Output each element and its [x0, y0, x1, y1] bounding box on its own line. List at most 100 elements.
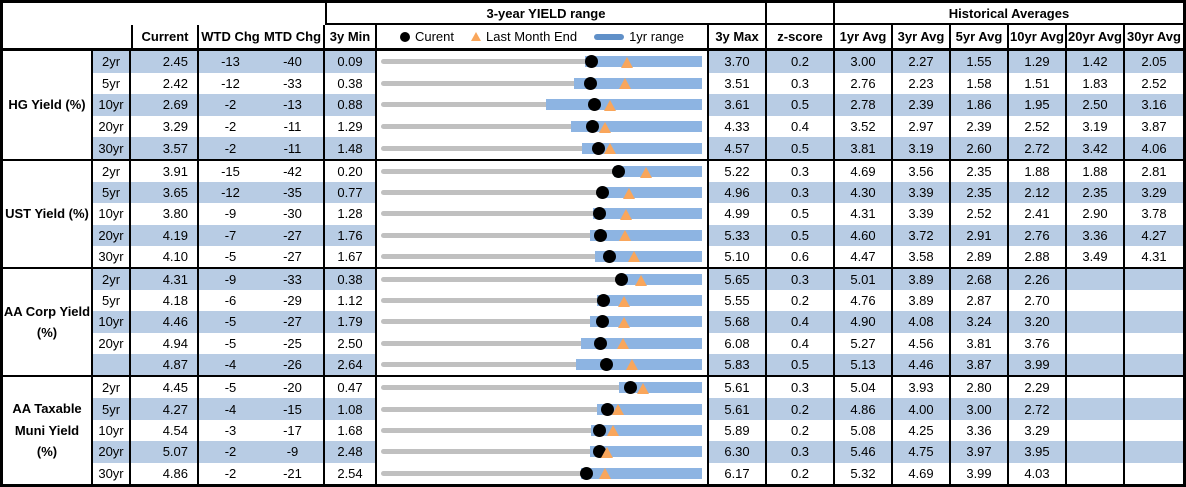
- range-track: [381, 385, 702, 391]
- cell-avg-30yr: 3.87: [1141, 119, 1167, 135]
- cell-3y-max: 4.96: [709, 182, 767, 204]
- one-year-range-bar: [582, 142, 702, 154]
- historical-averages-title: Historical Averages: [835, 3, 1183, 25]
- cell-avg-3yr: 3.72: [893, 224, 951, 246]
- cell-mtd-chg: -11: [262, 115, 325, 138]
- cell-avg-10yr: 2.76: [1009, 224, 1067, 246]
- row-tenor-label: 5yr: [93, 182, 131, 204]
- cell-mtd-chg: -27: [262, 245, 325, 267]
- cell-3y-max: 5.65: [709, 269, 767, 291]
- one-year-range-bar: [580, 337, 702, 349]
- cell-3y-max: 5.83: [709, 353, 767, 375]
- cell-avg-3yr: 4.00: [893, 398, 951, 420]
- range-track: [381, 102, 702, 108]
- range-chart-cell: [377, 203, 709, 225]
- current-dot-marker: [595, 315, 609, 329]
- last-month-triangle-marker: [618, 316, 631, 328]
- chart-legend: Curent Last Month End 1yr range: [377, 25, 709, 48]
- cell-3y-min: 1.76: [325, 224, 377, 246]
- cell-3y-max: 5.55: [709, 290, 767, 312]
- one-year-range-bar: [580, 467, 702, 479]
- cell-avg-1yr: 4.60: [835, 224, 893, 246]
- cell-avg-20yr: [1067, 377, 1125, 399]
- cell-current: 4.27: [131, 398, 199, 420]
- cell-avg-3yr: 3.89: [893, 269, 951, 291]
- cell-avg-20yr: 2.50: [1067, 94, 1125, 116]
- current-dot-marker: [592, 141, 606, 155]
- row-tenor-label: 10yr: [93, 419, 131, 442]
- cell-avg-20yr: 3.19: [1067, 115, 1125, 138]
- cell-mtd-chg: -21: [262, 462, 325, 484]
- cell-avg-3yr: 4.69: [893, 462, 951, 484]
- cell-avg-20yr: 3.42: [1067, 137, 1125, 159]
- cell-avg-10yr: 3.99: [1009, 353, 1067, 375]
- cell-wtd-chg: -5: [224, 380, 237, 396]
- range-chart-cell: [377, 94, 709, 116]
- cell-wtd-chg: -5: [224, 248, 237, 264]
- cell-avg-1yr: 2.76: [835, 72, 893, 95]
- cell-3y-max: 5.10: [709, 245, 767, 267]
- cell-z-score: 0.4: [767, 115, 835, 138]
- cell-avg-30yr: [1125, 333, 1183, 354]
- cell-3y-min: 1.48: [325, 137, 377, 159]
- cell-mtd-chg: -27: [262, 311, 325, 333]
- current-dot-marker: [587, 98, 601, 112]
- one-year-range-bar: [614, 166, 702, 178]
- last-month-triangle-marker: [599, 468, 612, 480]
- cell-avg-1yr: 5.01: [835, 269, 893, 291]
- cell-z-score: 0.3: [767, 269, 835, 291]
- range-chart-cell: [377, 398, 709, 420]
- range-track: [381, 169, 702, 175]
- current-dot-marker: [596, 294, 610, 308]
- cell-avg-30yr: [1125, 290, 1183, 311]
- cell-3y-min: 1.12: [325, 290, 377, 312]
- cell-3y-max: 5.22: [709, 161, 767, 183]
- range-track: [381, 298, 702, 304]
- cell-z-score: 0.5: [767, 203, 835, 225]
- cell-avg-20yr: 3.49: [1067, 245, 1125, 267]
- range-chart-cell: [377, 311, 709, 333]
- one-year-range-bar: [595, 250, 702, 262]
- cell-wtd-chg: -12: [221, 75, 240, 91]
- current-dot-marker: [614, 273, 628, 287]
- cell-3y-min: 0.38: [325, 72, 377, 95]
- legend-range-label: 1yr range: [629, 29, 684, 44]
- current-dot-icon: [399, 31, 410, 42]
- cell-avg-30yr: 2.81: [1141, 164, 1167, 180]
- cell-mtd-chg: -9: [262, 441, 325, 463]
- one-year-range-bar: [590, 229, 702, 241]
- cell-z-score: 0.5: [767, 94, 835, 116]
- cell-avg-10yr: 1.88: [1009, 161, 1067, 183]
- cell-current: 4.19: [131, 224, 199, 246]
- cell-avg-30yr: 2.52: [1141, 75, 1167, 91]
- cell-avg-10yr: 2.29: [1009, 377, 1067, 399]
- cell-wtd-chg: -5: [199, 311, 262, 333]
- cell-avg-30yr: [1125, 377, 1183, 398]
- cell-current: 3.91: [131, 161, 199, 183]
- cell-current: 4.10: [131, 245, 199, 267]
- cell-avg-30yr: 3.16: [1125, 94, 1183, 116]
- cell-3y-max: 5.33: [709, 224, 767, 246]
- one-year-range-bar: [618, 274, 702, 286]
- last-month-triangle-marker: [635, 274, 648, 286]
- cell-avg-5yr: 1.58: [951, 72, 1009, 95]
- cell-avg-1yr: 5.13: [835, 353, 893, 375]
- cell-z-score: 0.4: [767, 311, 835, 333]
- range-chart-cell: [377, 137, 709, 159]
- cell-wtd-chg: -4: [199, 353, 262, 375]
- cell-3y-min: 2.64: [325, 353, 377, 375]
- cell-avg-3yr: 2.23: [893, 72, 951, 95]
- cell-mtd-chg: -27: [262, 224, 325, 246]
- col-header-z-score: z-score: [767, 25, 835, 48]
- col-header-3y-min: 3y Min: [325, 25, 377, 48]
- cell-wtd-chg: -13: [199, 51, 262, 73]
- range-track: [381, 145, 702, 151]
- cell-wtd-chg: -12: [199, 182, 262, 204]
- row-tenor-label: 5yr: [93, 290, 131, 312]
- range-chart-cell: [377, 182, 709, 204]
- last-month-triangle-marker: [628, 251, 641, 263]
- one-year-range-bar: [585, 56, 702, 68]
- cell-current: 4.94: [131, 332, 199, 354]
- table-header: 3-year YIELD range Historical Averages C…: [3, 3, 1183, 51]
- cell-mtd-chg: -40: [262, 51, 325, 73]
